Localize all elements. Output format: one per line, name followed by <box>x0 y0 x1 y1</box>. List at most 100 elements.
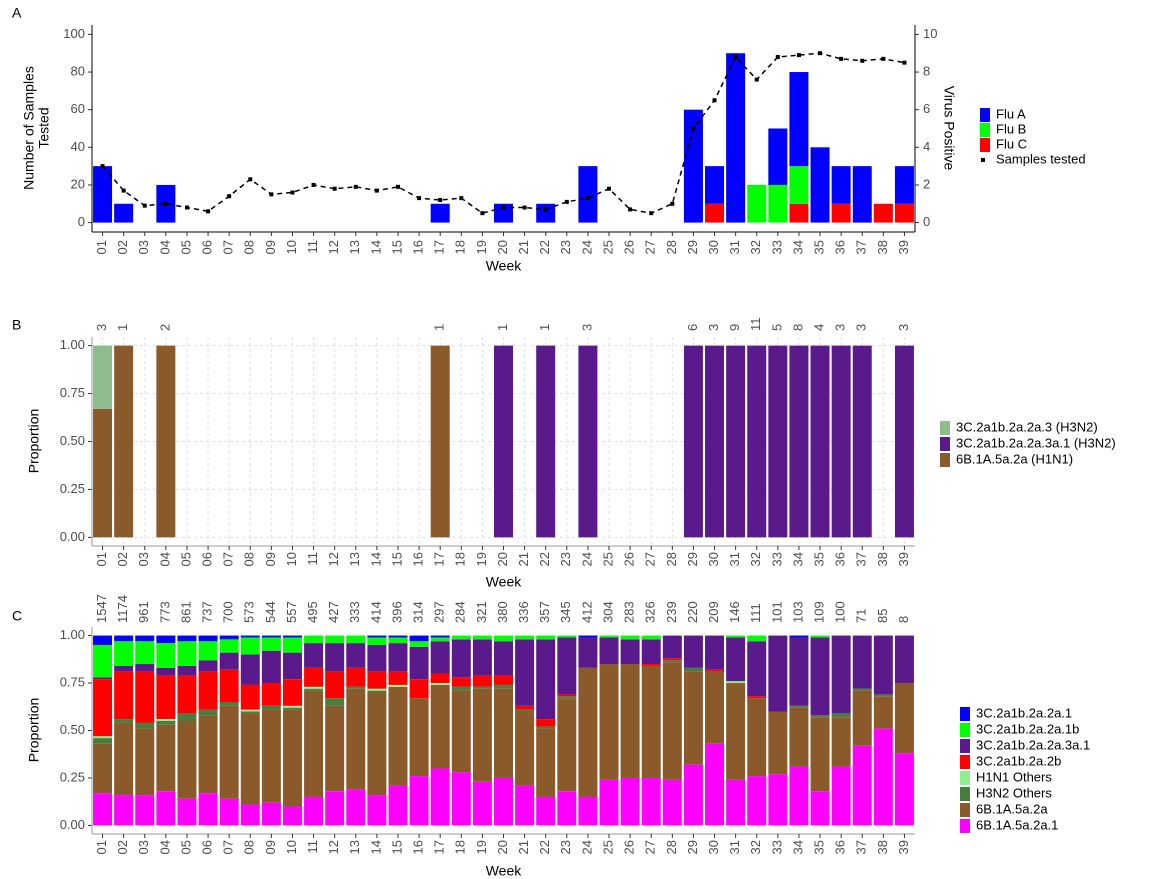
bar <box>852 688 872 691</box>
legend-swatch <box>980 108 990 122</box>
bar <box>578 635 598 638</box>
y2-tick-label: 0 <box>923 214 930 229</box>
x-tick-label: 24 <box>579 840 594 854</box>
x-tick-label: 34 <box>790 840 805 854</box>
bar <box>93 738 113 744</box>
count-label: 544 <box>263 601 278 623</box>
point <box>670 201 675 206</box>
bar <box>304 690 324 797</box>
x-tick-label: 30 <box>706 240 721 254</box>
bar <box>683 667 703 672</box>
bar <box>219 669 239 703</box>
point <box>522 205 527 210</box>
y-tick-label: 0.50 <box>60 433 85 448</box>
count-label: 3 <box>706 324 721 331</box>
bar <box>114 203 134 223</box>
bar <box>93 677 113 680</box>
bar <box>789 766 809 826</box>
x-tick-label: 37 <box>854 840 869 854</box>
x-tick-label: 16 <box>411 240 426 254</box>
point <box>395 184 400 189</box>
bar <box>430 345 450 538</box>
bar <box>282 652 302 680</box>
x-tick-label: 25 <box>600 240 615 254</box>
y-tick-label: 20 <box>71 176 85 191</box>
y2-axis-title: Virus Positive <box>941 86 957 171</box>
count-label: 85 <box>875 609 890 623</box>
x-tick-label: 35 <box>811 240 826 254</box>
bar <box>219 798 239 826</box>
bar <box>662 660 682 663</box>
bar <box>768 184 788 223</box>
x-axis-title: Week <box>486 258 523 274</box>
bar <box>135 795 155 826</box>
bar <box>472 675 492 687</box>
count-label: 336 <box>516 601 531 623</box>
point <box>860 58 865 63</box>
bar <box>261 683 281 706</box>
bar <box>873 728 893 826</box>
y-tick-label: 0 <box>78 214 85 229</box>
bar <box>219 652 239 670</box>
x-tick-label: 27 <box>643 840 658 854</box>
count-label: 239 <box>664 601 679 623</box>
bar <box>367 692 387 796</box>
bar <box>494 635 513 642</box>
bar <box>515 785 535 826</box>
x-tick-label: 27 <box>643 240 658 254</box>
point <box>121 188 126 193</box>
bar <box>578 637 598 668</box>
bar <box>557 635 577 638</box>
bar <box>409 776 429 826</box>
x-tick-label: 35 <box>811 840 826 854</box>
legend-label: 3C.2a1b.2a.2a.3 (H3N2) <box>956 419 1098 434</box>
bar <box>747 635 767 642</box>
legend-label: 3C.2a1b.2a.2b <box>976 753 1061 768</box>
x-tick-label: 18 <box>453 552 468 566</box>
x-tick-label: 38 <box>875 240 890 254</box>
count-label: 1547 <box>94 594 109 623</box>
x-tick-label: 06 <box>200 840 215 854</box>
y-tick-label: 1.00 <box>60 627 85 642</box>
bar <box>873 694 893 697</box>
bar <box>93 408 113 538</box>
x-tick-label: 31 <box>727 840 742 854</box>
bar <box>789 705 809 708</box>
x-tick-label: 18 <box>453 240 468 254</box>
x-tick-label: 02 <box>115 840 130 854</box>
bar <box>726 779 746 826</box>
bar <box>93 743 113 794</box>
count-label: 773 <box>157 601 172 623</box>
bar <box>409 635 429 642</box>
bar <box>662 658 682 661</box>
bar <box>536 726 556 729</box>
x-axis-title: Week <box>486 863 523 879</box>
x-tick-label: 15 <box>389 840 404 854</box>
bar <box>135 728 155 796</box>
x-tick-label: 39 <box>896 552 911 566</box>
legend-swatch <box>960 755 970 769</box>
y-tick-label: 0.25 <box>60 481 85 496</box>
count-label: 1 <box>537 324 552 331</box>
bar <box>367 688 387 691</box>
bar <box>789 635 809 638</box>
x-tick-label: 14 <box>368 552 383 566</box>
bar <box>768 128 788 185</box>
bar <box>409 698 429 777</box>
bar <box>114 345 134 538</box>
legend-label: 3C.2a1b.2a.2a.3a.1 <box>976 737 1090 752</box>
bar <box>304 643 324 668</box>
bar <box>578 166 598 223</box>
bar <box>641 664 661 666</box>
x-tick-label: 09 <box>263 552 278 566</box>
point <box>607 186 612 191</box>
bar <box>789 166 809 204</box>
bar <box>156 721 176 725</box>
count-label: 100 <box>833 601 848 623</box>
bar <box>156 667 176 676</box>
x-tick-label: 28 <box>664 552 679 566</box>
x-tick-label: 11 <box>305 840 320 854</box>
bar <box>578 345 598 538</box>
bar <box>472 688 492 782</box>
